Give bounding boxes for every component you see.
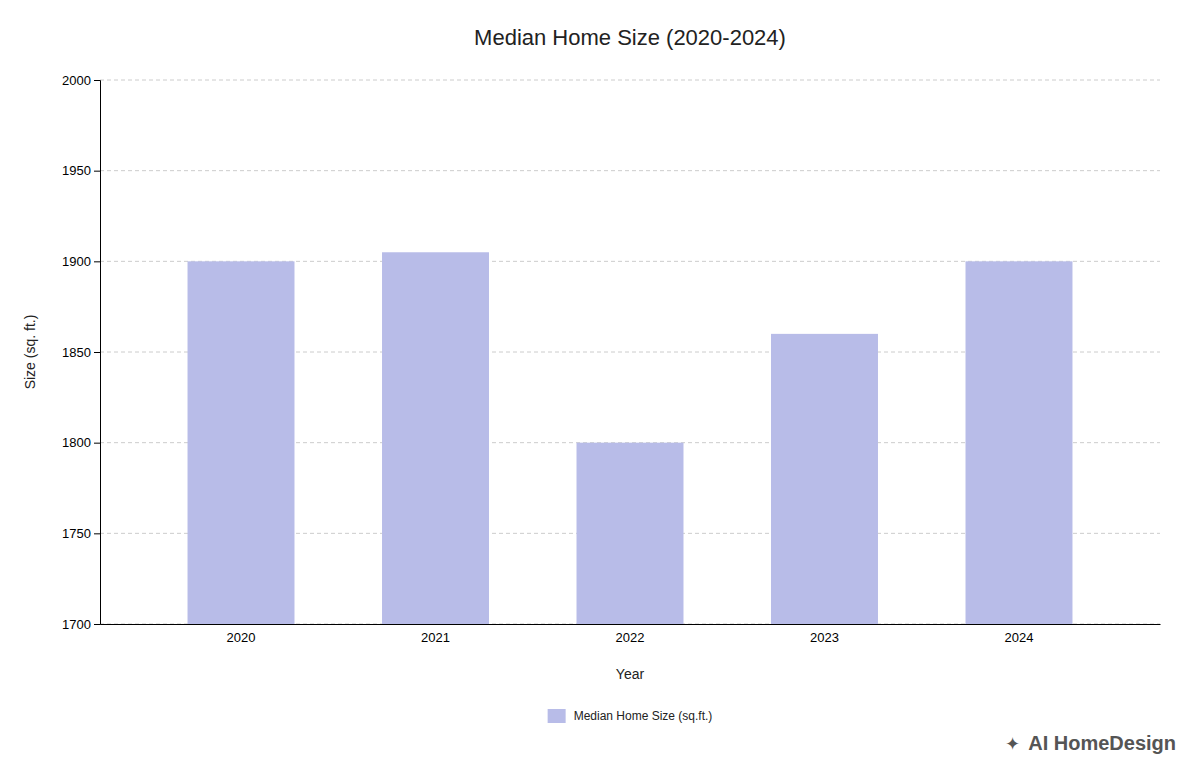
- x-label: Year: [616, 666, 645, 682]
- legend: Median Home Size (sq.ft.): [548, 709, 713, 723]
- y-axis: 1700 1750 1800 1850 1900 1950 2000: [62, 73, 100, 632]
- tick: 2020: [227, 630, 256, 645]
- axis-line: [94, 81, 101, 625]
- bar: [577, 443, 684, 624]
- tick: 2023: [810, 630, 839, 645]
- tick-mark: [94, 533, 100, 534]
- legend-label: Median Home Size (sq.ft.): [574, 709, 713, 723]
- legend-item: Median Home Size (sq.ft.): [548, 709, 713, 723]
- plot: 2020 2021 2022 2023 2024 1700 1750 1800 1850 1900…: [22, 73, 1161, 724]
- tick-label: 2000: [62, 73, 91, 88]
- tick-label: 1900: [62, 254, 91, 269]
- bar: [188, 261, 295, 624]
- tick-label: 2024: [1005, 630, 1034, 645]
- tick-label: 2021: [421, 630, 450, 645]
- tick-label: 1800: [62, 435, 91, 450]
- tick-mark: [94, 261, 100, 262]
- tick-mark: [94, 624, 100, 625]
- tick: 1750: [62, 526, 100, 541]
- tick-label: 1850: [62, 345, 91, 360]
- bar: [382, 252, 489, 624]
- grid: [100, 80, 1160, 624]
- tick: 1800: [62, 435, 100, 450]
- x-axis: 2020 2021 2022 2023 2024: [101, 625, 1161, 646]
- grid-line: [100, 170, 1160, 171]
- legend-swatch: [548, 709, 566, 723]
- tick-label: 2022: [616, 630, 645, 645]
- annotation: AI HomeDesign: [1028, 732, 1176, 754]
- tick-mark: [94, 171, 100, 172]
- tick: 1900: [62, 254, 100, 269]
- y-label: Size (sq. ft.): [22, 315, 38, 390]
- chart: 2020 2021 2022 2023 2024 1700 1750 1800 1850 1900…: [0, 0, 1200, 764]
- tick-mark: [94, 80, 100, 81]
- tick-mark: [94, 443, 100, 444]
- bars: [188, 252, 1073, 624]
- bar: [771, 334, 878, 624]
- grid-line: [100, 80, 1160, 81]
- title: Median Home Size (2020-2024): [474, 25, 786, 50]
- tick: 2024: [1005, 630, 1034, 645]
- tick-mark: [94, 352, 100, 353]
- bar: [966, 261, 1073, 624]
- tick: 2000: [62, 73, 100, 88]
- tick-label: 2020: [227, 630, 256, 645]
- tick-label: 1700: [62, 617, 91, 632]
- axis-line: [101, 624, 1161, 625]
- tick-label: 1950: [62, 163, 91, 178]
- watermark: AI HomeDesign ✦: [1005, 732, 1176, 754]
- tick-label: 2023: [810, 630, 839, 645]
- tick: 2022: [616, 630, 645, 645]
- tick: 2021: [421, 630, 450, 645]
- tick: 1950: [62, 163, 100, 178]
- tick: 1700: [62, 617, 100, 632]
- tick: 1850: [62, 345, 100, 360]
- annotation: ✦: [1005, 734, 1020, 754]
- tick-label: 1750: [62, 526, 91, 541]
